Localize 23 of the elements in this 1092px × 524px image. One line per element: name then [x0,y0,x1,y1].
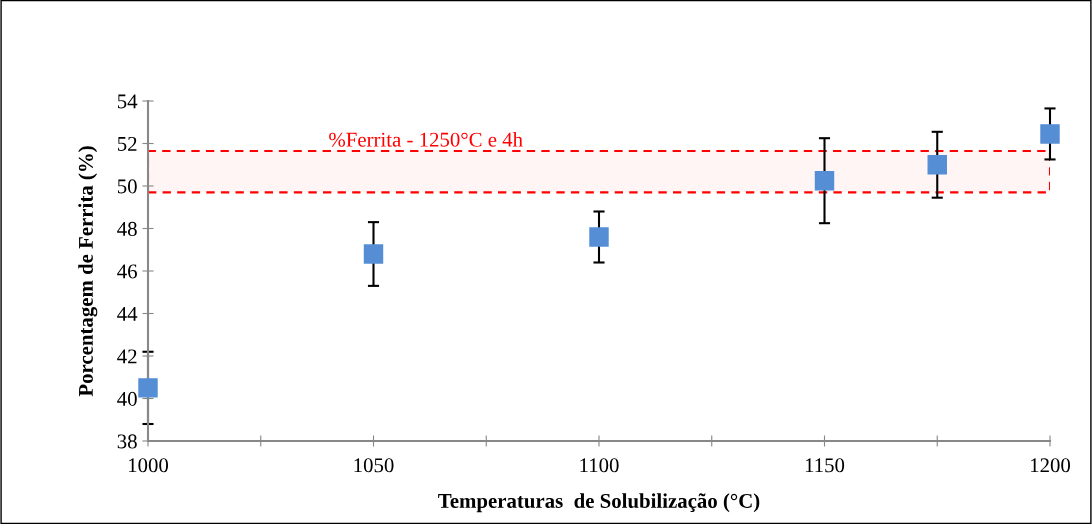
y-tick-label: 42 [117,349,137,364]
x-tick-label: 1050 [354,458,394,473]
point [927,155,947,175]
x-tick-label: 1150 [805,458,845,473]
point [589,227,609,247]
point [1040,124,1060,144]
x-tick-label: 1000 [129,458,169,473]
point [363,244,384,264]
y-axis-title: Porcentagem de Ferrita (%) [78,146,98,397]
band-label: %Ferrita - 1250°C e 4h [329,132,523,147]
y-tick-label: 52 [117,136,137,151]
point [138,378,158,398]
y-tick-label: 46 [117,264,137,279]
y-tick-label: 38 [117,434,137,449]
y-tick-label: 48 [117,221,137,236]
x-axis-title: Temperaturas de Solubilização (°C) [438,493,760,513]
y-tick-label: 44 [117,307,138,321]
x-tick-label: 1100 [580,458,619,473]
y-tick-label: 54 [117,94,138,109]
y-tick-label: 50 [117,179,137,194]
point [814,170,835,191]
x-tick-label: 1200 [1031,458,1071,473]
y-tick-label: 40 [117,391,137,406]
